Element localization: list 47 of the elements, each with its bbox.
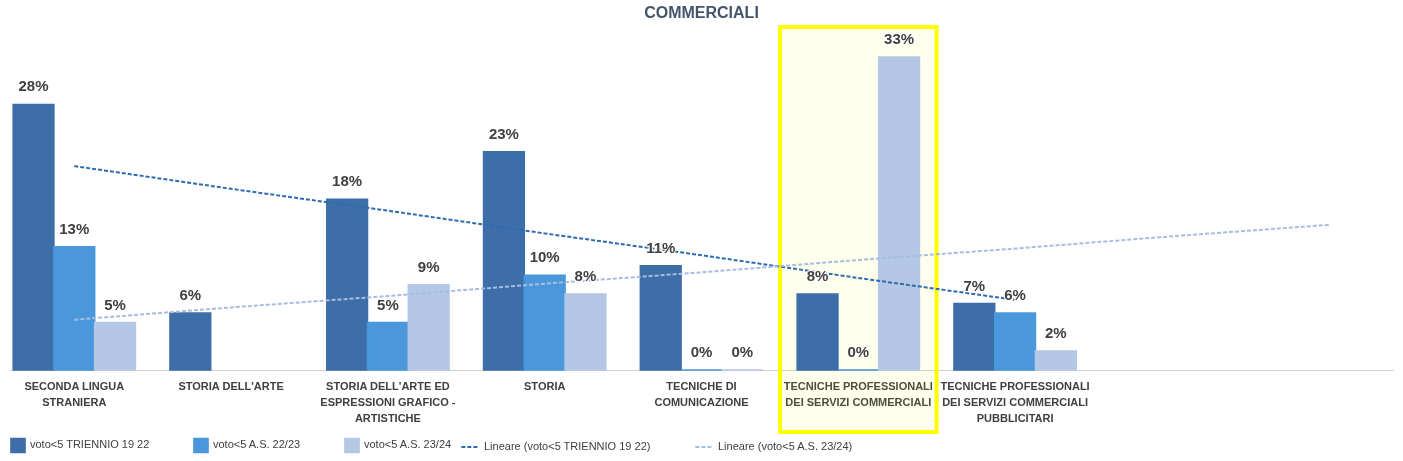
bar (877, 56, 921, 371)
x-tick-label: TECNICHE PROFESSIONALI DEI SERVIZI COMMERCIALI PUBBLICITARI (940, 379, 1090, 424)
legend-label: Lineare (voto<5 TRIENNIO 19 22) (484, 440, 651, 452)
bar (523, 274, 566, 371)
x-tick-label: TECNICHE DI COMUNICAZIONE (654, 379, 749, 408)
data-label: 6% (1004, 286, 1026, 304)
bar (93, 321, 137, 371)
bar (639, 264, 682, 371)
bar (169, 312, 212, 371)
bar (325, 198, 369, 371)
bar (953, 302, 996, 371)
bar (796, 293, 839, 371)
legend-label: voto<5 TRIENNIO 19 22 (30, 438, 150, 451)
bar (12, 103, 55, 371)
data-label: 18% (332, 172, 363, 190)
data-label: 6% (179, 286, 202, 304)
legend-label: Lineare (voto<5 A.S. 23/24) (718, 440, 853, 452)
bar (407, 283, 450, 371)
data-label: 7% (963, 276, 986, 294)
data-label: 0% (847, 343, 870, 360)
bar (53, 245, 96, 371)
legend-label: voto<5 A.S. 23/24 (364, 438, 452, 451)
bar (564, 293, 607, 371)
x-tick-label: SECONDA LINGUA STRANIERA (24, 379, 125, 408)
data-label: 9% (417, 257, 440, 275)
data-label: 23% (488, 124, 519, 142)
data-label: 33% (884, 30, 915, 47)
data-label: 5% (104, 295, 126, 313)
legend-label: voto<5 A.S. 22/23 (213, 438, 301, 451)
bar (482, 151, 526, 371)
data-label: 8% (574, 267, 597, 285)
data-label: 8% (806, 267, 829, 285)
x-tick-label: TECNICHE PROFESSIONALI DEI SERVIZI COMMERCIALI (783, 379, 933, 408)
data-label: 10% (529, 248, 560, 266)
data-label: 28% (18, 77, 49, 95)
x-tick-label: STORIA (524, 379, 566, 392)
bar (366, 321, 410, 371)
x-tick-label: STORIA DELL'ARTE ED ESPRESSIONI GRAFICO - ARTISTICHE (320, 379, 456, 424)
data-label: 0% (731, 343, 754, 360)
data-label: 0% (690, 343, 713, 360)
bar (993, 312, 1037, 371)
data-label: 5% (377, 295, 399, 313)
x-tick-label: STORIA DELL'ARTE (178, 379, 284, 392)
chart-title: COMMERCIALI (644, 4, 759, 21)
bar (1034, 350, 1078, 371)
data-label: 2% (1045, 324, 1067, 342)
data-label: 13% (59, 219, 90, 237)
